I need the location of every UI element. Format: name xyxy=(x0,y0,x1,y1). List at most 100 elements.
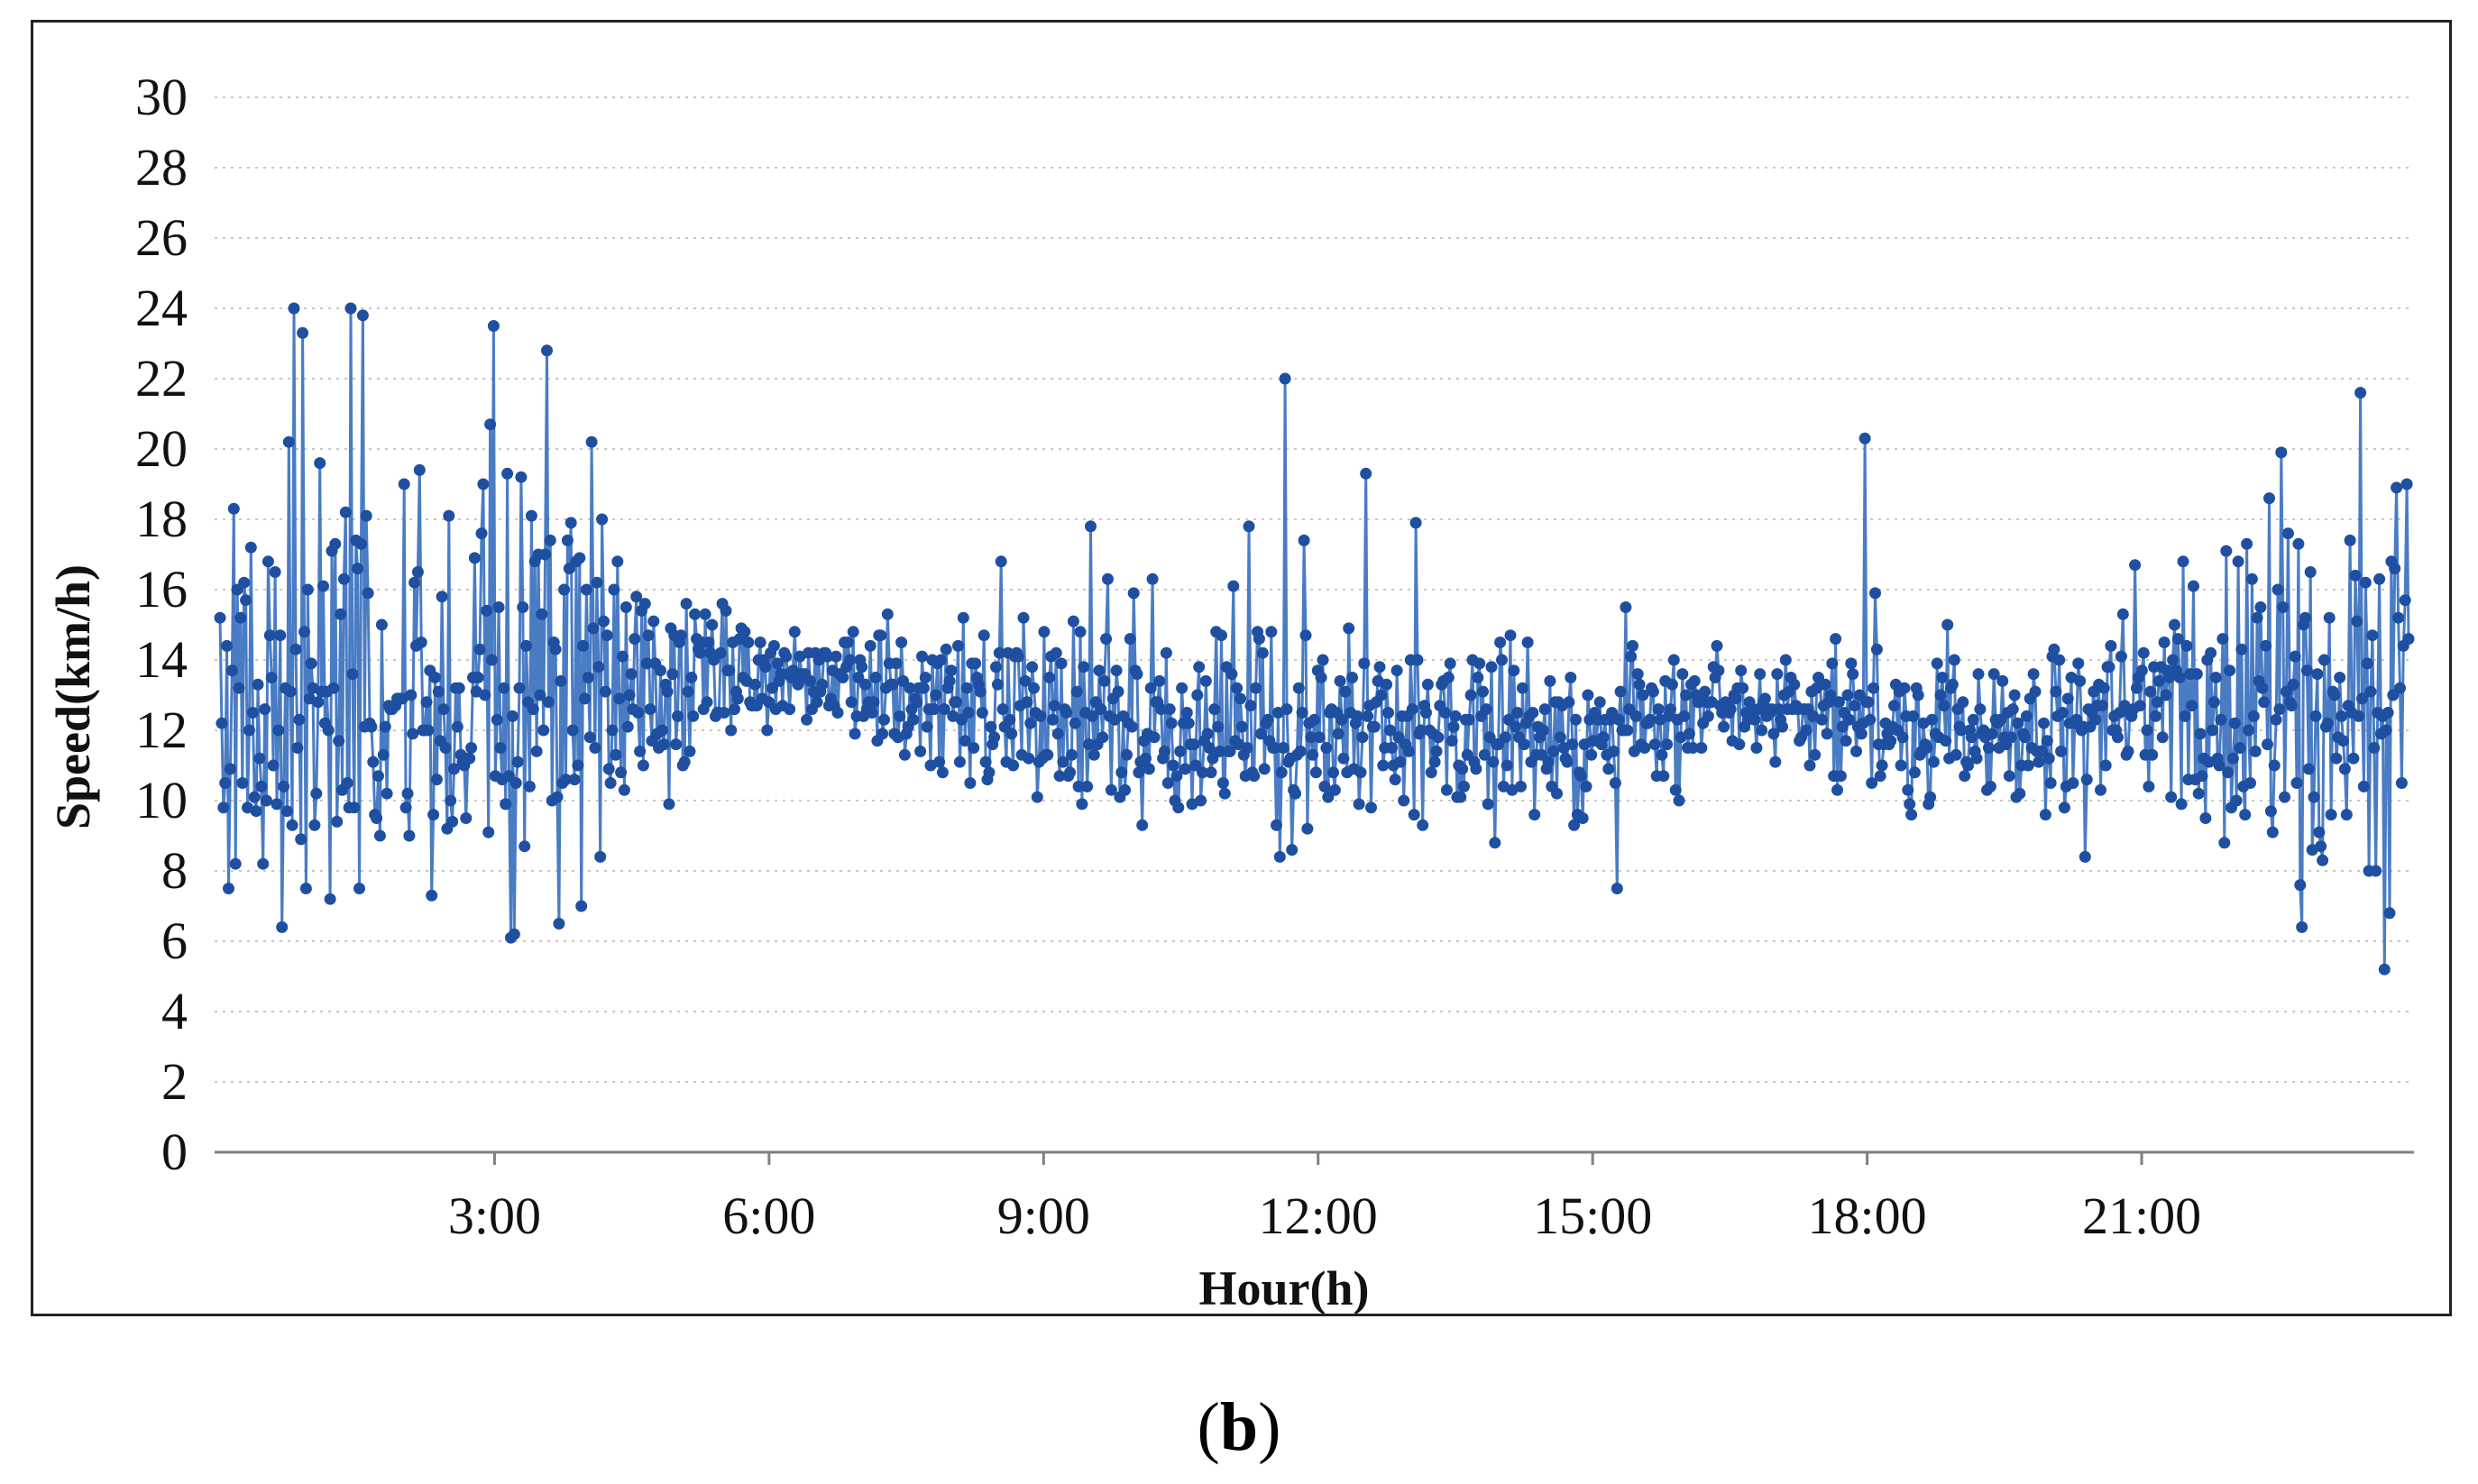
data-point xyxy=(1667,654,1680,666)
data-point xyxy=(1353,798,1365,811)
data-point xyxy=(1296,707,1308,719)
data-point xyxy=(2196,770,2208,783)
data-point xyxy=(1779,654,1792,666)
panel-label-open: ( xyxy=(1197,1389,1220,1465)
y-axis-title: Speed(km/h) xyxy=(46,564,100,829)
data-point xyxy=(2402,633,2415,646)
data-point xyxy=(362,587,374,600)
data-point xyxy=(314,457,326,470)
data-point xyxy=(1487,756,1500,768)
data-point xyxy=(1280,703,1293,716)
data-point xyxy=(324,893,336,905)
data-point xyxy=(2095,783,2106,796)
data-point xyxy=(2378,963,2391,976)
data-point xyxy=(1737,682,1749,694)
data-point xyxy=(1339,685,1352,698)
data-point xyxy=(1515,780,1527,792)
data-point xyxy=(1235,720,1248,733)
data-point xyxy=(262,555,274,568)
data-point xyxy=(2008,689,2021,701)
data-point xyxy=(1085,520,1097,533)
data-point xyxy=(1885,735,1897,747)
x-tick-label: 15:00 xyxy=(1533,1186,1652,1245)
data-point xyxy=(1565,672,1577,683)
data-point xyxy=(539,548,552,561)
data-point xyxy=(952,639,964,652)
data-point xyxy=(536,608,548,620)
data-point xyxy=(1218,787,1231,800)
data-point xyxy=(217,802,230,814)
data-point xyxy=(265,672,278,683)
data-point xyxy=(1678,710,1691,722)
data-point xyxy=(1819,678,1831,691)
data-point xyxy=(1208,703,1221,716)
data-point xyxy=(1831,783,1843,796)
data-point xyxy=(1767,728,1780,740)
data-point xyxy=(2302,763,2315,775)
data-point xyxy=(2336,710,2348,722)
data-point xyxy=(542,696,555,709)
data-point xyxy=(1620,601,1632,613)
data-point xyxy=(477,478,490,490)
data-point xyxy=(566,724,579,737)
data-point xyxy=(1665,703,1676,716)
data-point xyxy=(401,787,414,800)
data-point xyxy=(841,637,854,648)
data-point xyxy=(1826,657,1839,670)
data-point xyxy=(602,763,615,775)
y-tick-label: 22 xyxy=(135,349,188,408)
data-point xyxy=(1633,678,1646,691)
data-point xyxy=(1212,720,1225,733)
data-point xyxy=(572,759,584,772)
data-point xyxy=(1269,742,1281,754)
data-point xyxy=(1608,745,1620,757)
data-point xyxy=(991,678,1004,691)
panel-label-letter: b xyxy=(1219,1389,1259,1465)
data-point xyxy=(2115,650,2127,663)
data-point xyxy=(601,629,613,642)
data-point xyxy=(953,756,966,768)
data-point xyxy=(2188,580,2199,592)
data-point xyxy=(2232,555,2244,568)
data-point xyxy=(968,742,980,754)
data-point xyxy=(1095,703,1107,716)
data-point xyxy=(261,794,272,807)
data-point xyxy=(2072,657,2085,670)
data-point xyxy=(1501,759,1513,772)
data-point xyxy=(448,763,460,775)
x-tick-label: 21:00 xyxy=(2082,1186,2201,1245)
data-point xyxy=(731,692,744,705)
data-point xyxy=(647,615,660,627)
data-point xyxy=(1950,748,1962,761)
data-point xyxy=(985,720,997,733)
data-point xyxy=(1411,654,1424,666)
data-point xyxy=(2089,713,2102,726)
data-point xyxy=(623,689,636,701)
data-point xyxy=(2353,710,2365,722)
data-point xyxy=(2058,802,2070,814)
data-point xyxy=(672,710,684,722)
data-point xyxy=(1730,692,1742,705)
data-point xyxy=(1031,791,1043,803)
data-point xyxy=(1066,748,1078,761)
data-point xyxy=(1023,752,1035,765)
data-point xyxy=(2160,689,2172,701)
data-point xyxy=(1834,770,1847,783)
data-point xyxy=(1907,710,1919,722)
data-point xyxy=(2129,559,2142,572)
data-point xyxy=(1611,883,1623,894)
data-point xyxy=(498,682,510,694)
data-point xyxy=(608,583,620,596)
data-point xyxy=(2260,639,2272,652)
data-point xyxy=(1098,674,1111,687)
data-point xyxy=(1406,703,1418,716)
data-point xyxy=(1756,724,1768,737)
data-point xyxy=(564,517,577,529)
data-point xyxy=(1417,819,1429,831)
data-point xyxy=(866,707,878,719)
data-point xyxy=(1125,720,1138,733)
x-tick-label: 9:00 xyxy=(997,1186,1090,1245)
x-tick-label: 18:00 xyxy=(1808,1186,1927,1245)
data-point xyxy=(1286,844,1299,857)
data-point xyxy=(1057,756,1069,768)
